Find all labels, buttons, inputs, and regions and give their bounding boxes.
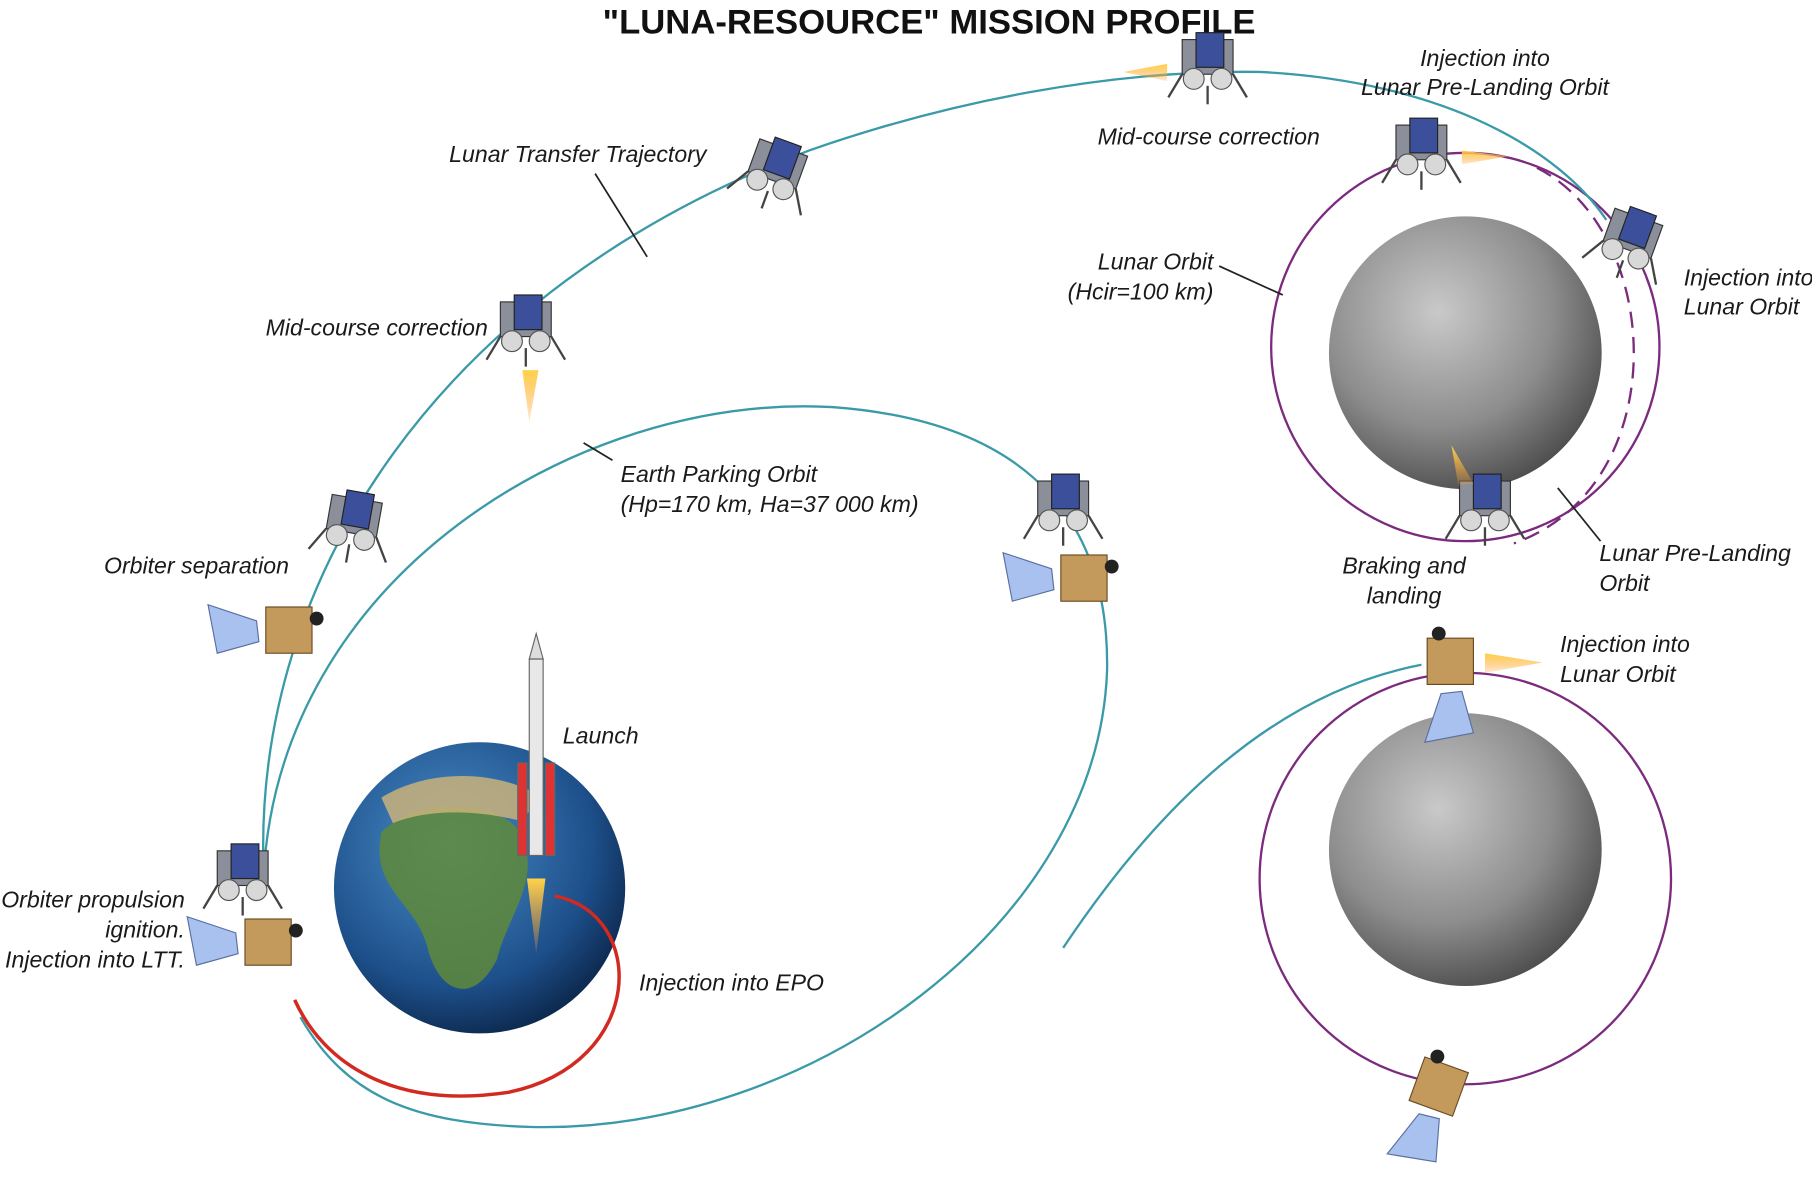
label: Lunar Transfer Trajectory (449, 141, 708, 167)
label: Mid-course correction (266, 314, 488, 340)
page: {"header": {"title": "\"LUNA-RESOURCE\" … (0, 0, 1812, 1177)
moon (1329, 216, 1602, 489)
label: landing (1367, 583, 1442, 609)
label: Orbiter separation (104, 552, 289, 578)
mission-diagram: "LUNA-RESOURCE" MISSION PROFILE (0, 0, 1812, 1177)
label: Orbit (1599, 570, 1651, 596)
label: Lunar Pre-Landing Orbit (1361, 74, 1611, 100)
label: (Hp=170 km, Ha=37 000 km) (621, 491, 919, 517)
label: ignition. (105, 916, 185, 942)
label: Earth Parking Orbit (621, 461, 819, 487)
label: Injection into EPO (639, 970, 824, 996)
label: Injection into (1420, 45, 1550, 71)
label: Injection into (1560, 631, 1690, 657)
label: Lunar Orbit (1560, 661, 1677, 687)
label: Lunar Orbit (1684, 294, 1801, 320)
title: "LUNA-RESOURCE" MISSION PROFILE (603, 4, 1256, 42)
label: Injection into LTT. (5, 947, 185, 973)
label: Braking and (1342, 552, 1466, 578)
label: Mid-course correction (1098, 124, 1320, 150)
label: Lunar Pre-Landing (1599, 540, 1791, 566)
moon (1329, 713, 1602, 986)
label: Lunar Orbit (1098, 249, 1215, 275)
label: (Hcir=100 km) (1068, 279, 1214, 305)
label: Orbiter propulsion (1, 886, 185, 912)
label: Launch (563, 722, 639, 748)
label: Injection into (1684, 265, 1812, 291)
